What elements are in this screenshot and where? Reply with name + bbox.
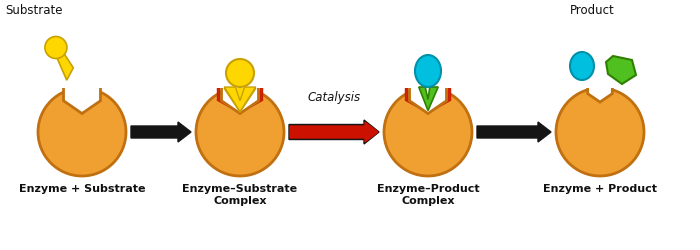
Text: Substrate: Substrate xyxy=(5,4,62,17)
Text: Catalysis: Catalysis xyxy=(307,91,360,104)
FancyArrow shape xyxy=(477,122,551,142)
Polygon shape xyxy=(224,88,256,112)
Polygon shape xyxy=(218,86,262,114)
Circle shape xyxy=(384,88,472,176)
FancyArrow shape xyxy=(290,122,378,142)
Circle shape xyxy=(226,59,254,87)
Text: Product: Product xyxy=(570,4,615,17)
Ellipse shape xyxy=(570,52,594,80)
Circle shape xyxy=(38,88,126,176)
Polygon shape xyxy=(606,56,636,84)
Polygon shape xyxy=(419,87,438,110)
Polygon shape xyxy=(60,86,104,114)
Circle shape xyxy=(556,88,644,176)
Circle shape xyxy=(196,88,284,176)
FancyArrow shape xyxy=(289,120,379,144)
Text: Enzyme–Substrate
Complex: Enzyme–Substrate Complex xyxy=(183,184,298,206)
Polygon shape xyxy=(407,86,449,114)
FancyArrow shape xyxy=(131,122,191,142)
Text: Enzyme + Product: Enzyme + Product xyxy=(543,184,657,194)
Polygon shape xyxy=(54,44,74,80)
Text: Enzyme + Substrate: Enzyme + Substrate xyxy=(19,184,146,194)
Polygon shape xyxy=(224,87,256,112)
Ellipse shape xyxy=(415,55,441,87)
Text: Enzyme–Product
Complex: Enzyme–Product Complex xyxy=(377,184,480,206)
Polygon shape xyxy=(586,86,615,102)
Circle shape xyxy=(45,36,67,59)
